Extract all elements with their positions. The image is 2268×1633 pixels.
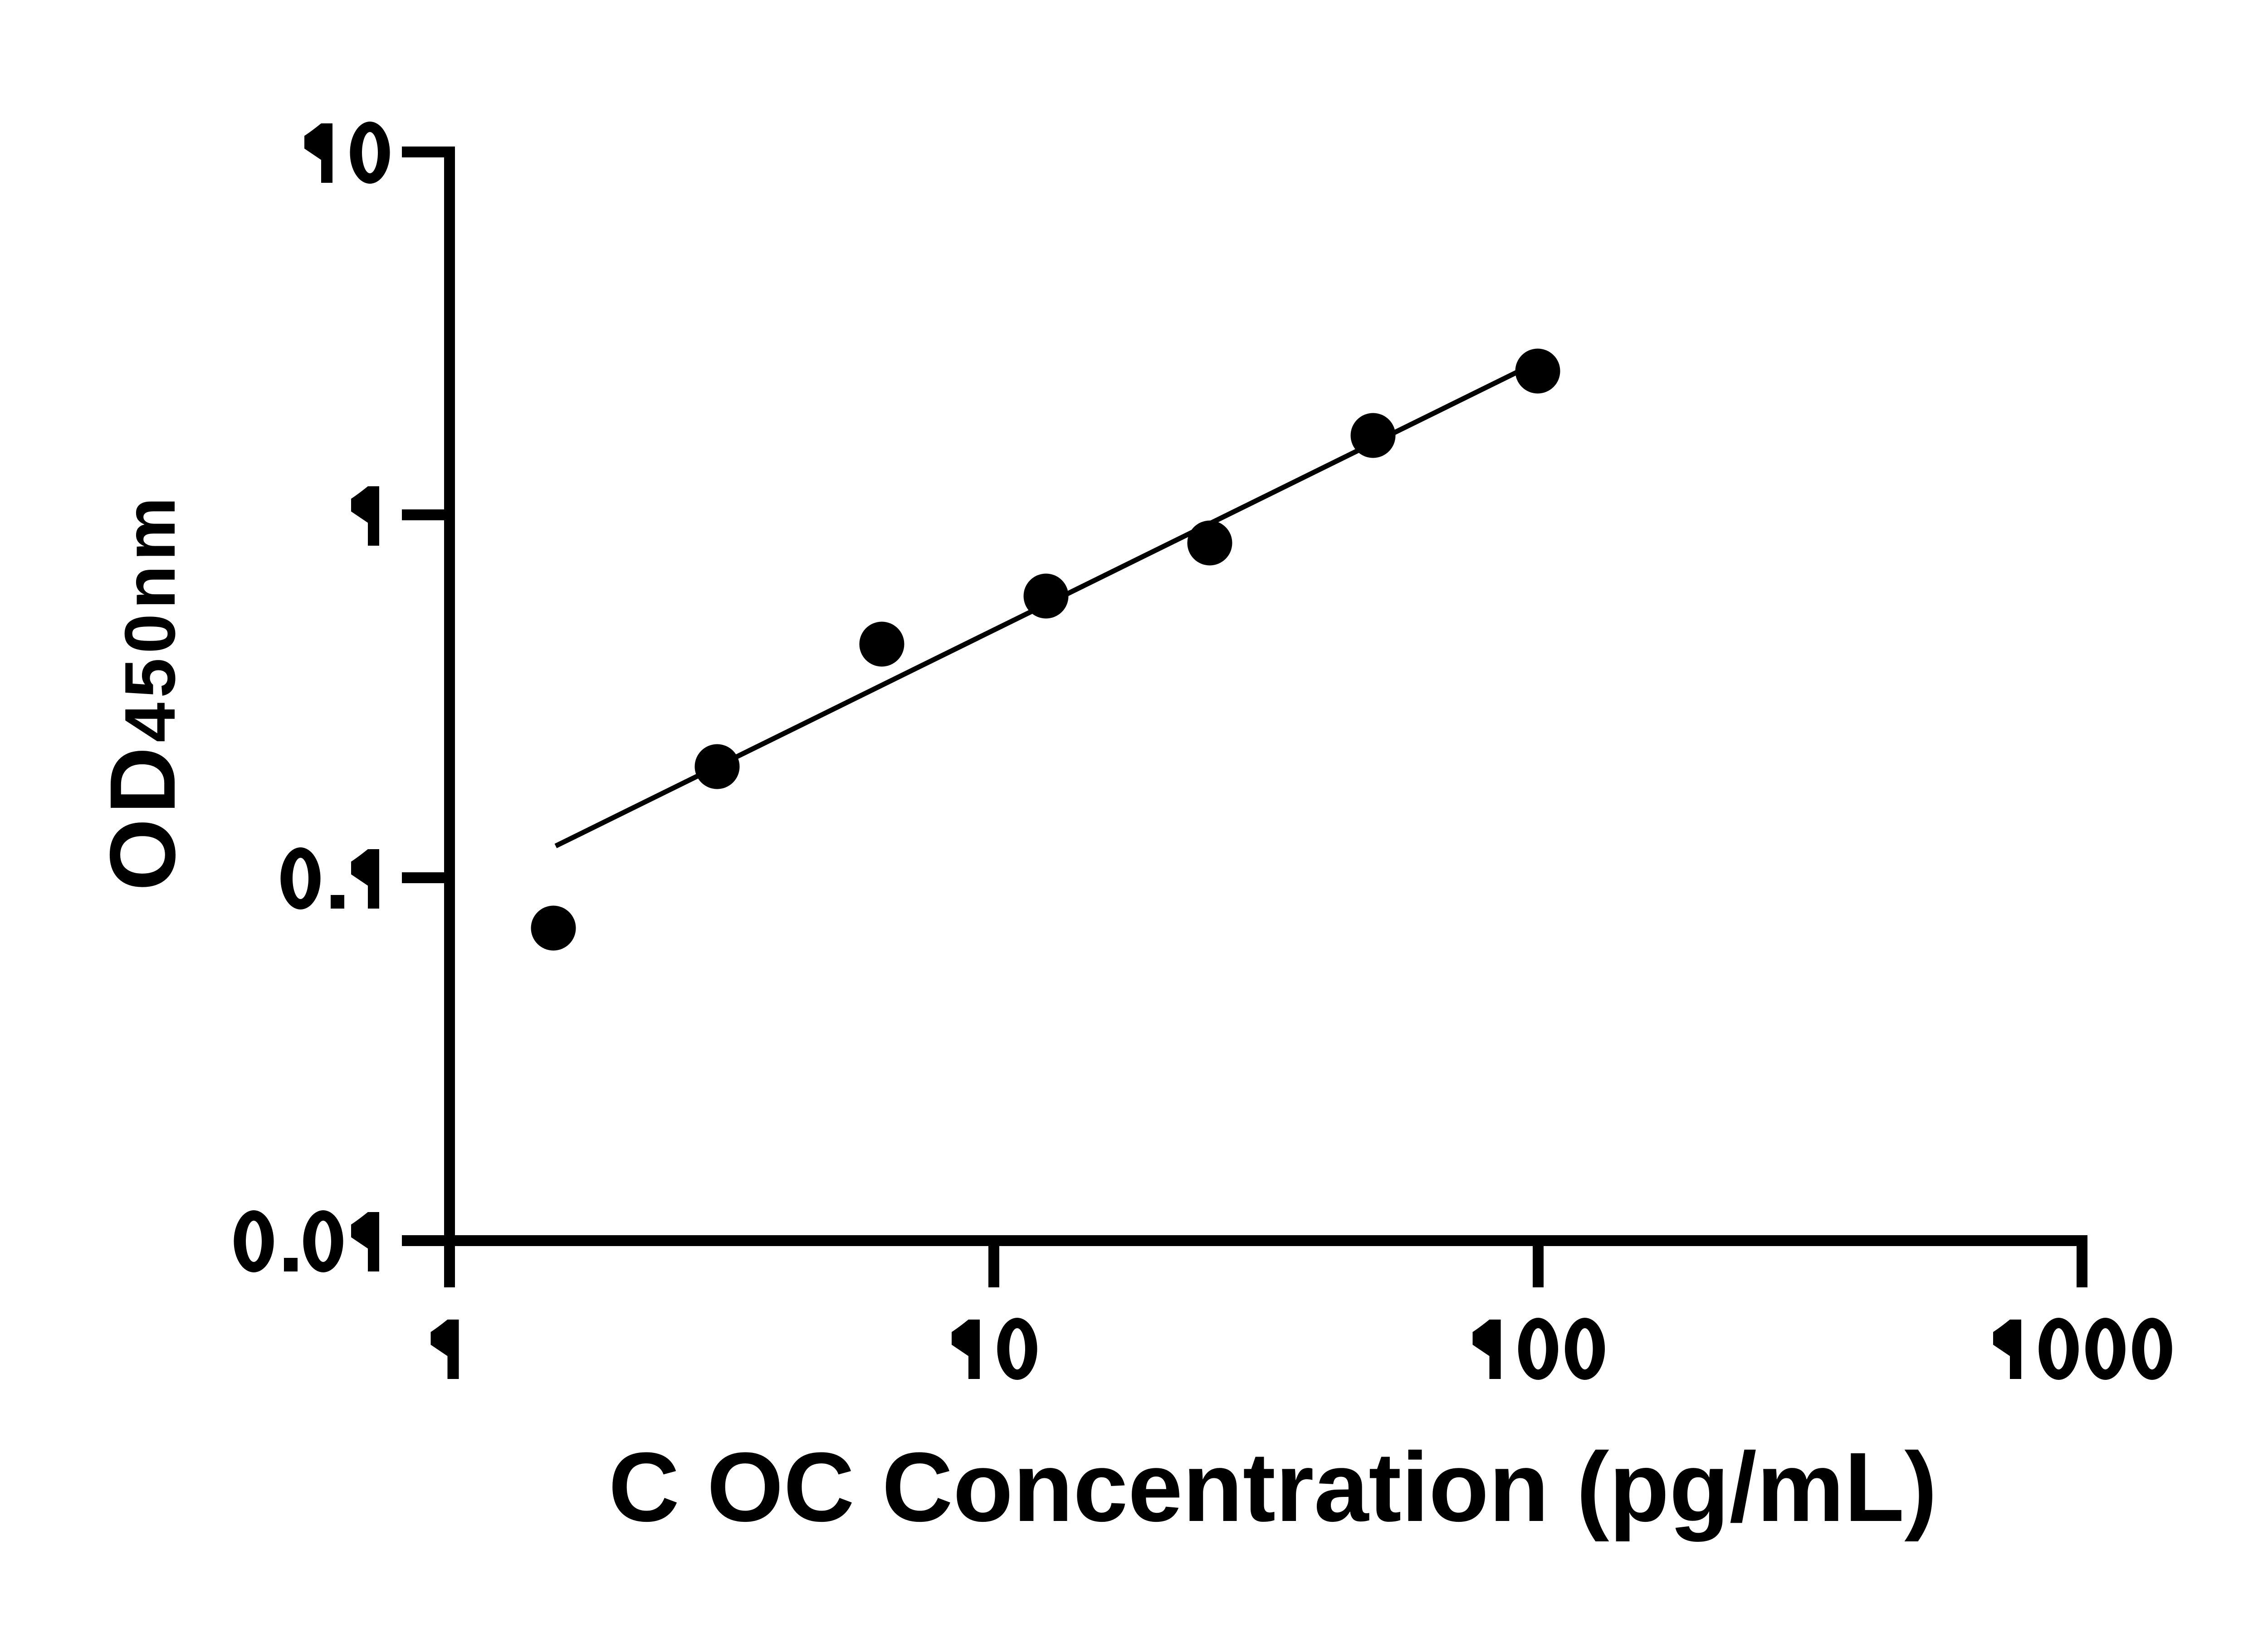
svg-text:C OC Concentration (pg/mL): C OC Concentration (pg/mL) bbox=[608, 1432, 1937, 1542]
svg-text:OD450nm: OD450nm bbox=[91, 493, 195, 891]
